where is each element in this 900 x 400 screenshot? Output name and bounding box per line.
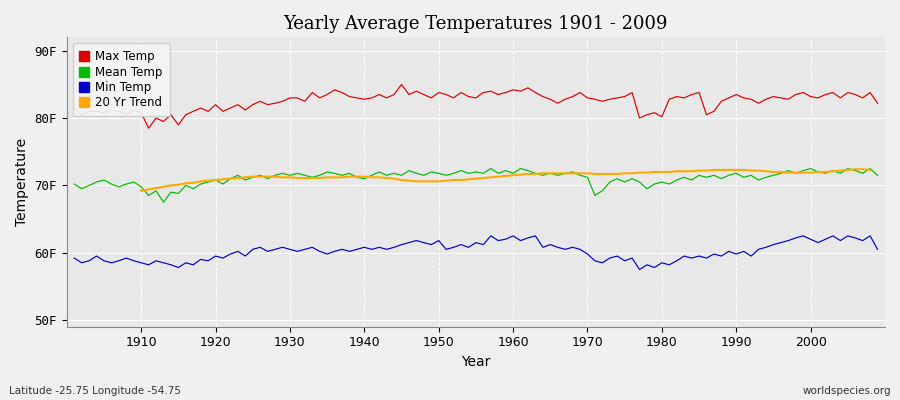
Text: Latitude -25.75 Longitude -54.75: Latitude -25.75 Longitude -54.75 xyxy=(9,386,181,396)
Text: worldspecies.org: worldspecies.org xyxy=(803,386,891,396)
Legend: Max Temp, Mean Temp, Min Temp, 20 Yr Trend: Max Temp, Mean Temp, Min Temp, 20 Yr Tre… xyxy=(73,43,169,116)
X-axis label: Year: Year xyxy=(461,355,491,369)
Y-axis label: Temperature: Temperature xyxy=(15,138,29,226)
Title: Yearly Average Temperatures 1901 - 2009: Yearly Average Temperatures 1901 - 2009 xyxy=(284,15,668,33)
